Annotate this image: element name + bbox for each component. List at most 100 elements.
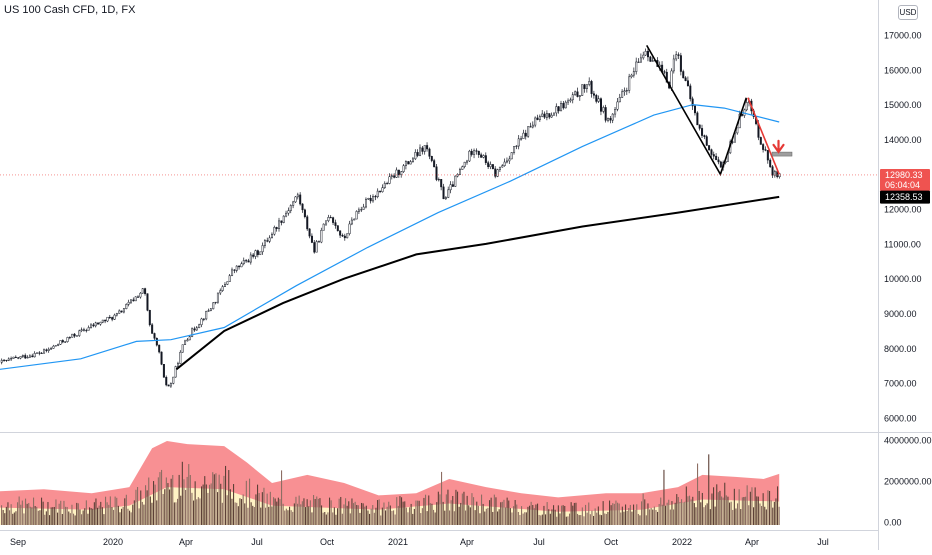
candle-up <box>287 210 290 214</box>
volume-bar <box>639 515 641 525</box>
candle-up <box>498 166 501 170</box>
volume-bar <box>343 504 345 525</box>
volume-bar <box>748 505 750 525</box>
candle-up <box>581 84 584 96</box>
candle-down <box>769 159 772 167</box>
volume-bar <box>29 506 31 525</box>
volume-bar <box>637 513 639 525</box>
trendline-black <box>646 45 748 177</box>
symbol-name: US 100 Cash CFD <box>4 4 96 16</box>
moving-average-blue-line <box>0 103 780 370</box>
volume-bar <box>178 474 180 525</box>
volume-bar <box>311 512 313 525</box>
volume-bar <box>577 513 579 525</box>
volume-bar <box>761 505 763 525</box>
volume-bar <box>138 508 140 525</box>
candle-up <box>402 165 405 172</box>
volume-bar <box>226 495 228 525</box>
candle-up <box>271 233 273 239</box>
volume-bar <box>461 493 463 525</box>
volume-bar <box>613 503 615 525</box>
candle-up <box>736 127 739 134</box>
volume-bar <box>49 515 51 525</box>
volume-bar <box>253 506 255 525</box>
candle-up <box>672 58 675 72</box>
volume-bar <box>389 505 391 525</box>
volume-bar <box>199 498 201 525</box>
volume-bar <box>740 509 742 525</box>
volume-bar <box>276 501 278 525</box>
candle-down <box>332 217 335 223</box>
volume-bar <box>479 513 481 525</box>
candle-up <box>632 71 635 76</box>
candle-down <box>299 194 302 205</box>
volume-bar <box>567 516 569 525</box>
volume-bar <box>258 493 260 525</box>
volume-bar <box>140 490 142 525</box>
volume-bar <box>269 491 271 525</box>
volume-bar <box>289 506 291 525</box>
candle-down <box>24 355 27 359</box>
volume-bar <box>345 498 347 525</box>
volume-bar <box>393 510 395 525</box>
volume-bar <box>493 494 495 525</box>
candle-down <box>266 240 269 242</box>
volume-bar <box>749 491 751 525</box>
volume-bar <box>721 496 723 525</box>
volume-bar <box>287 510 289 525</box>
candle-up <box>99 321 102 325</box>
volume-bar <box>271 506 273 525</box>
volume-bar <box>210 483 212 525</box>
volume-bar <box>516 504 518 525</box>
volume-bar <box>745 496 747 525</box>
volume-bar <box>241 499 243 525</box>
candle-up <box>191 328 194 337</box>
volume-bar <box>377 500 379 525</box>
candle-up <box>675 54 678 60</box>
volume-bar <box>146 490 148 525</box>
candle-down <box>470 150 473 155</box>
candle-down <box>705 136 708 146</box>
candle-up <box>625 90 628 92</box>
volume-bar <box>465 510 467 525</box>
volume-bar <box>325 514 327 525</box>
symbol-title[interactable]: US 100 Cash CFD, 1D, FX <box>4 4 135 16</box>
volume-bar <box>685 486 687 525</box>
volume-bar <box>369 513 371 525</box>
volume-bar <box>732 509 734 525</box>
volume-bar <box>309 500 311 525</box>
candle-up <box>292 201 295 206</box>
volume-bar <box>373 512 375 525</box>
volume-bar <box>213 474 215 525</box>
volume-bar <box>564 505 566 525</box>
candle-up <box>118 310 121 314</box>
candle-up <box>585 84 588 89</box>
volume-bar <box>557 505 559 525</box>
volume-bar <box>615 500 617 525</box>
currency-badge[interactable]: USD <box>898 5 918 20</box>
candle-down <box>160 351 163 365</box>
candle-down <box>562 103 565 109</box>
candle-up <box>531 124 534 128</box>
candle-up <box>360 209 363 211</box>
candle-down <box>712 154 715 157</box>
volume-bar <box>642 493 644 525</box>
candles <box>0 46 781 388</box>
volume-bar <box>17 502 19 525</box>
candle-up <box>348 223 351 234</box>
volume-bar <box>375 507 377 525</box>
candle-down <box>386 183 389 185</box>
candle-down <box>679 55 682 72</box>
volume-bar <box>666 502 668 525</box>
volume-bar <box>714 506 716 525</box>
candle-down <box>691 98 694 107</box>
volume-bar <box>337 508 339 525</box>
volume-bar <box>519 514 521 525</box>
volume-bar <box>609 500 611 525</box>
candle-down <box>576 91 579 97</box>
volume-bar <box>170 478 172 525</box>
candle-up <box>538 116 541 120</box>
volume-bar <box>529 505 531 525</box>
